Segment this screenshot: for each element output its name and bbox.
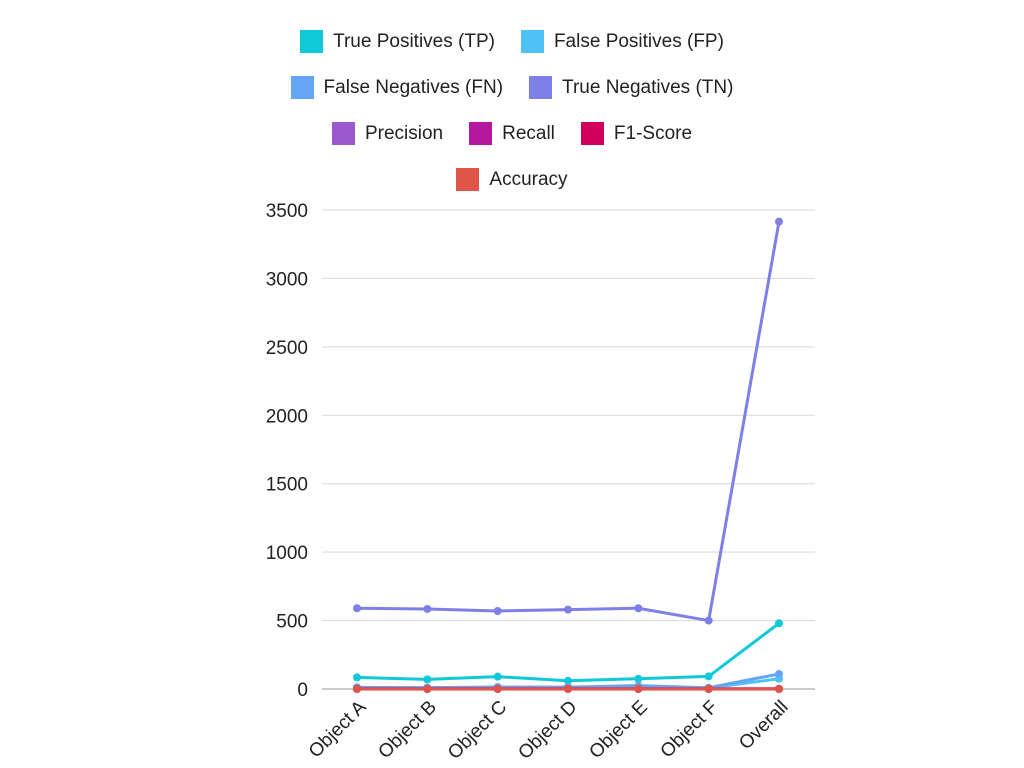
legend-swatch (456, 168, 480, 191)
data-point (353, 684, 361, 693)
y-tick-label: 3500 (266, 201, 308, 222)
data-point (634, 604, 643, 613)
legend-item: Accuracy (456, 168, 568, 191)
data-point (775, 684, 783, 693)
data-point (353, 604, 361, 613)
legend-swatch (331, 122, 355, 145)
legend-label: Accuracy (489, 168, 568, 190)
legend-label: Recall (502, 122, 555, 144)
y-tick-label: 0 (297, 680, 308, 701)
y-tick-label: 1500 (266, 475, 308, 496)
data-point (423, 604, 432, 613)
legend-swatch (580, 122, 604, 145)
legend-item: False Negatives (FN) (290, 76, 504, 99)
legend-label: False Positives (FP) (553, 30, 724, 52)
data-point (423, 684, 432, 693)
x-tick-label: Object D (514, 697, 581, 764)
legend-item: F1-Score (580, 122, 693, 145)
data-point (564, 684, 572, 693)
y-tick-label: 2500 (266, 338, 308, 359)
legend-swatch (520, 30, 544, 53)
data-point (493, 684, 502, 693)
data-point (634, 684, 643, 693)
legend-label: True Negatives (TN) (562, 76, 734, 98)
data-point (493, 672, 502, 681)
data-point (775, 619, 783, 628)
legend-label: F1-Score (613, 122, 693, 144)
x-tick-label: Object B (374, 697, 440, 763)
legend-row: Precision Recall F1-Score (0, 122, 1024, 145)
x-tick-label: Overall (735, 697, 792, 754)
chart-legend: True Positives (TP) False Positives (FP) F… (0, 0, 1024, 200)
data-point (353, 673, 361, 682)
legend-swatch (290, 76, 314, 99)
data-point (564, 676, 572, 685)
data-point (634, 674, 643, 683)
data-point (704, 616, 713, 625)
data-point (775, 217, 783, 226)
legend-item: False Positives (FP) (520, 30, 724, 53)
legend-row: Accuracy (0, 168, 1024, 191)
legend-item: Recall (469, 122, 555, 145)
data-point (704, 672, 713, 681)
x-tick-label: Object E (585, 697, 651, 763)
legend-label: Precision (364, 122, 444, 144)
legend-swatch (529, 76, 553, 99)
data-point (775, 669, 783, 678)
legend-swatch (469, 122, 493, 145)
legend-row: False Negatives (FN) True Negatives (TN) (0, 76, 1024, 99)
legend-item: True Positives (TP) (300, 30, 495, 53)
y-tick-label: 500 (276, 612, 308, 633)
legend-label: True Positives (TP) (333, 30, 495, 52)
series-line (355, 621, 781, 683)
x-tick-label: Object F (657, 697, 723, 763)
data-point (423, 675, 432, 684)
x-tick-label: Object A (305, 696, 371, 762)
legend-label: False Negatives (FN) (323, 76, 504, 98)
legend-swatch (300, 30, 324, 53)
data-point (704, 684, 713, 693)
legend-item: Precision (331, 122, 444, 145)
series-line (355, 220, 781, 623)
x-tick-label: Object C (444, 697, 511, 764)
legend-item: True Negatives (TN) (529, 76, 733, 99)
legend-row: True Positives (TP) False Positives (FP) (0, 30, 1024, 53)
y-tick-label: 2000 (266, 406, 308, 427)
y-tick-label: 1000 (266, 543, 308, 564)
y-tick-label: 3000 (266, 269, 308, 290)
data-point (493, 606, 502, 615)
data-point (564, 605, 572, 614)
